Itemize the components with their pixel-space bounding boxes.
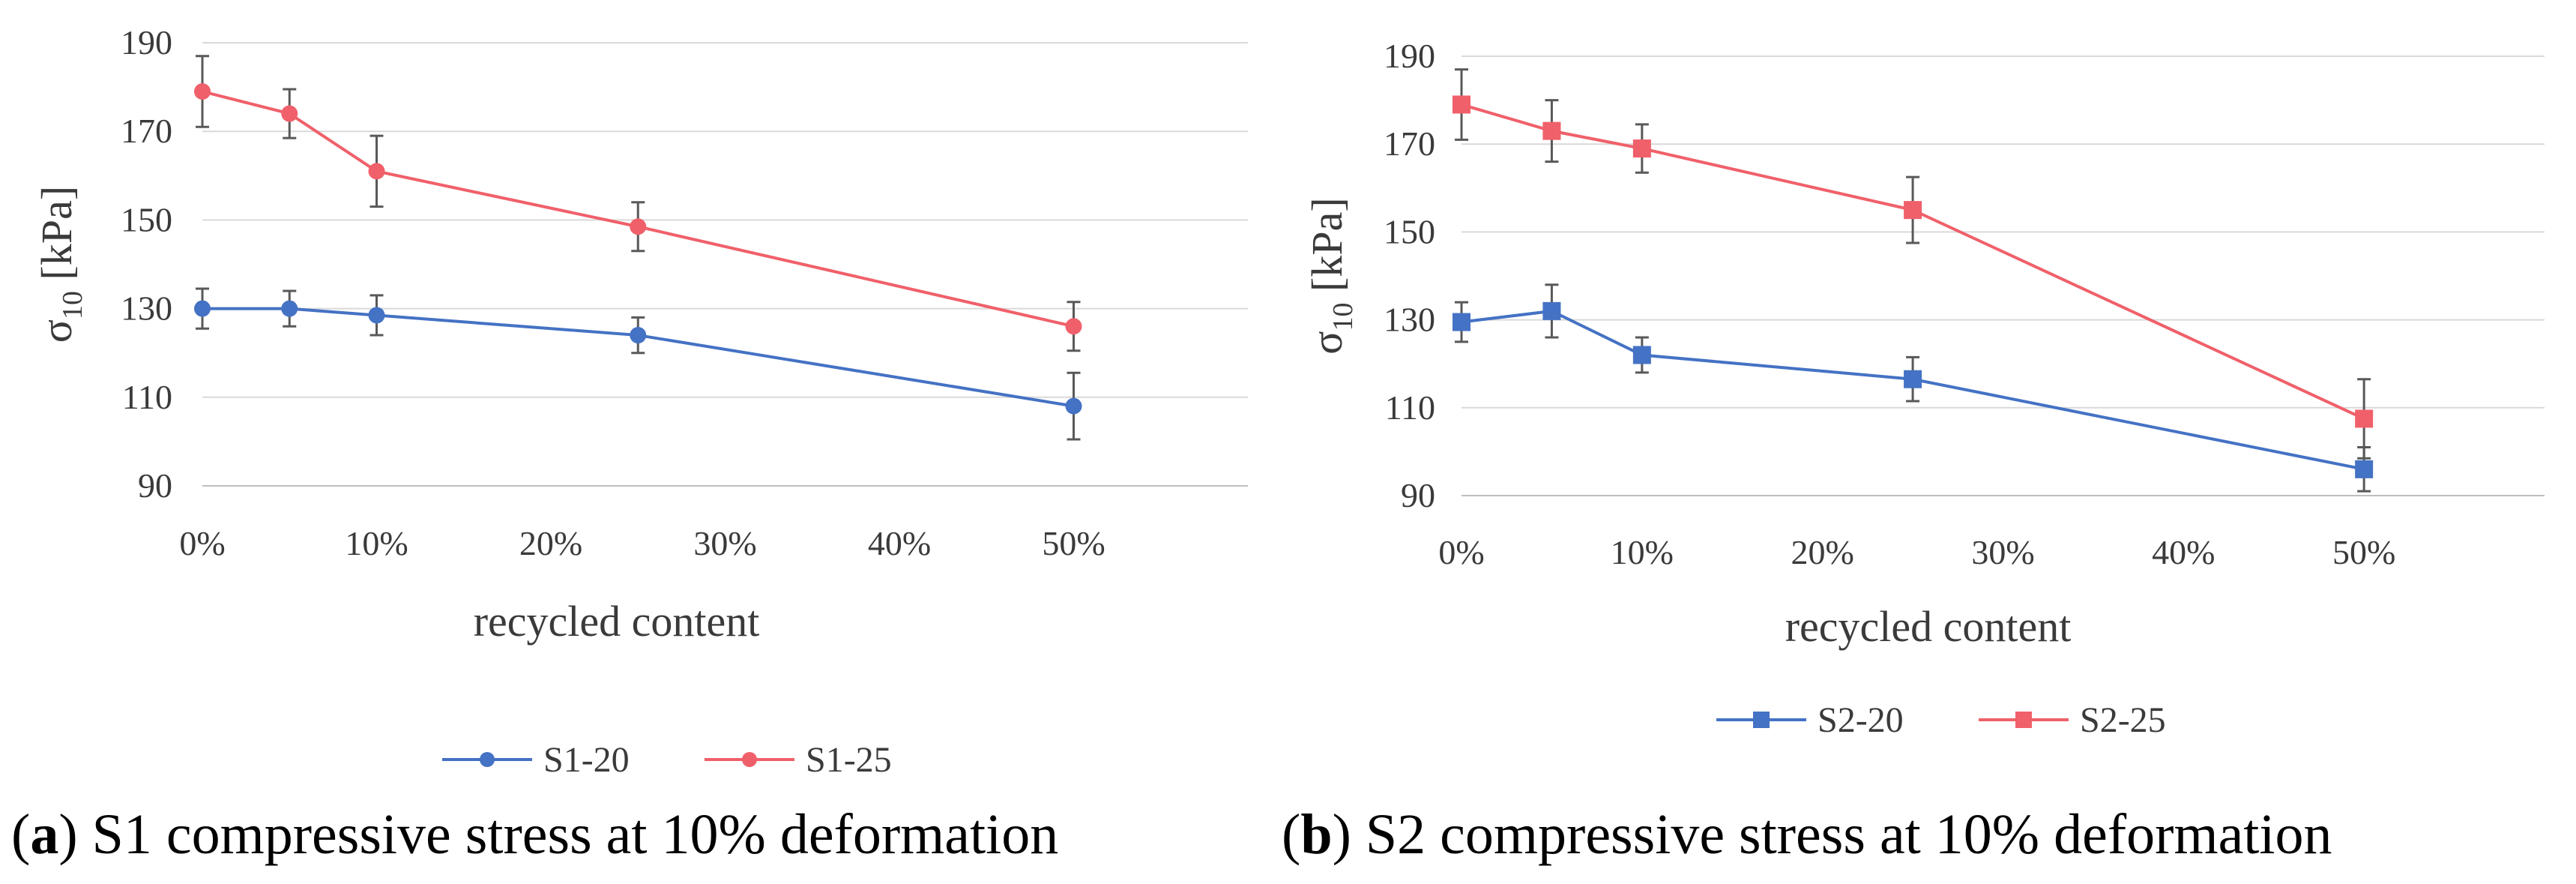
caption-text: ) S2 compressive stress at 10% deformati… bbox=[1333, 803, 2332, 866]
data-point bbox=[1453, 313, 1471, 331]
data-point bbox=[1904, 201, 1922, 220]
x-tick-label: 50% bbox=[1042, 524, 1105, 562]
data-point bbox=[194, 300, 211, 317]
data-point bbox=[1453, 95, 1471, 114]
data-point bbox=[194, 83, 211, 100]
data-point bbox=[1632, 139, 1651, 158]
x-axis-title: recycled content bbox=[1785, 602, 2072, 651]
y-axis-unit: [kPa] bbox=[32, 186, 81, 291]
legend-marker bbox=[1753, 712, 1770, 728]
y-tick-label: 190 bbox=[1384, 37, 1435, 75]
caption-label: a bbox=[30, 803, 58, 866]
data-point bbox=[1542, 301, 1561, 320]
x-tick-label: 10% bbox=[345, 524, 408, 562]
x-tick-label: 0% bbox=[179, 524, 225, 562]
y-axis-symbol: σ bbox=[1303, 331, 1351, 354]
x-tick-label: 10% bbox=[1611, 533, 1674, 571]
legend-label: S2-20 bbox=[1818, 700, 1904, 740]
y-tick-label: 150 bbox=[121, 200, 172, 238]
x-tick-label: 30% bbox=[1971, 533, 2034, 571]
data-point bbox=[368, 307, 385, 324]
legend-label: S1-25 bbox=[806, 740, 892, 780]
legend-marker bbox=[480, 752, 495, 767]
panel-a: 90 110 130 150 170 190 0% 10% 20% 30% 40% 50% recycl… bbox=[11, 23, 1248, 866]
data-point bbox=[630, 218, 647, 235]
x-tick-label: 50% bbox=[2332, 533, 2395, 571]
y-axis-symbol: σ bbox=[32, 319, 81, 343]
y-tick-label: 90 bbox=[1401, 476, 1435, 514]
data-point bbox=[2355, 460, 2374, 478]
panel-caption: (a) S1 compressive stress at 10% deforma… bbox=[11, 803, 1058, 866]
x-axis-title: recycled content bbox=[474, 597, 760, 646]
y-axis-title: σ10 [kPa] bbox=[1303, 197, 1359, 354]
data-point bbox=[1904, 370, 1922, 388]
y-tick-label: 190 bbox=[121, 23, 172, 61]
y-axis-subscript: 10 bbox=[57, 291, 88, 319]
x-tick-label: 40% bbox=[868, 524, 931, 562]
legend-label: S2-25 bbox=[2080, 700, 2166, 740]
x-tick-label: 40% bbox=[2152, 533, 2215, 571]
caption-paren: ( bbox=[1282, 803, 1300, 866]
caption-label: b bbox=[1300, 803, 1332, 866]
y-tick-label: 130 bbox=[1384, 301, 1435, 339]
y-tick-label: 110 bbox=[122, 378, 172, 416]
y-axis-title: σ10 [kPa] bbox=[32, 186, 88, 343]
data-point bbox=[630, 327, 647, 344]
y-tick-label: 130 bbox=[121, 289, 172, 328]
data-point bbox=[281, 300, 298, 317]
data-point bbox=[368, 163, 385, 180]
y-axis-unit: [kPa] bbox=[1303, 197, 1351, 302]
data-point bbox=[2355, 409, 2374, 428]
panel-b: 90 110 130 150 170 190 0% 10% 20% 30% 40% 50% recycl… bbox=[1282, 37, 2545, 866]
x-tick-label: 20% bbox=[1791, 533, 1854, 571]
data-point bbox=[1065, 397, 1082, 415]
y-tick-label: 170 bbox=[121, 112, 172, 150]
data-point bbox=[281, 105, 298, 122]
caption-text: ) S1 compressive stress at 10% deformati… bbox=[58, 803, 1058, 866]
legend-marker bbox=[2015, 712, 2032, 728]
x-tick-label: 20% bbox=[519, 524, 582, 562]
data-point bbox=[1542, 121, 1561, 140]
legend-marker bbox=[742, 752, 757, 767]
x-tick-label: 30% bbox=[693, 524, 756, 562]
data-point bbox=[1065, 318, 1082, 335]
y-tick-label: 170 bbox=[1384, 124, 1435, 163]
y-tick-label: 150 bbox=[1384, 212, 1435, 250]
caption-paren: ( bbox=[11, 803, 30, 866]
y-tick-label: 90 bbox=[138, 466, 172, 505]
data-point bbox=[1632, 346, 1651, 364]
y-axis-subscript: 10 bbox=[1327, 302, 1359, 331]
legend-label: S1-20 bbox=[543, 740, 630, 780]
panel-caption: (b) S2 compressive stress at 10% deforma… bbox=[1282, 803, 2332, 866]
y-tick-label: 110 bbox=[1385, 388, 1435, 427]
x-tick-label: 0% bbox=[1438, 533, 1484, 571]
